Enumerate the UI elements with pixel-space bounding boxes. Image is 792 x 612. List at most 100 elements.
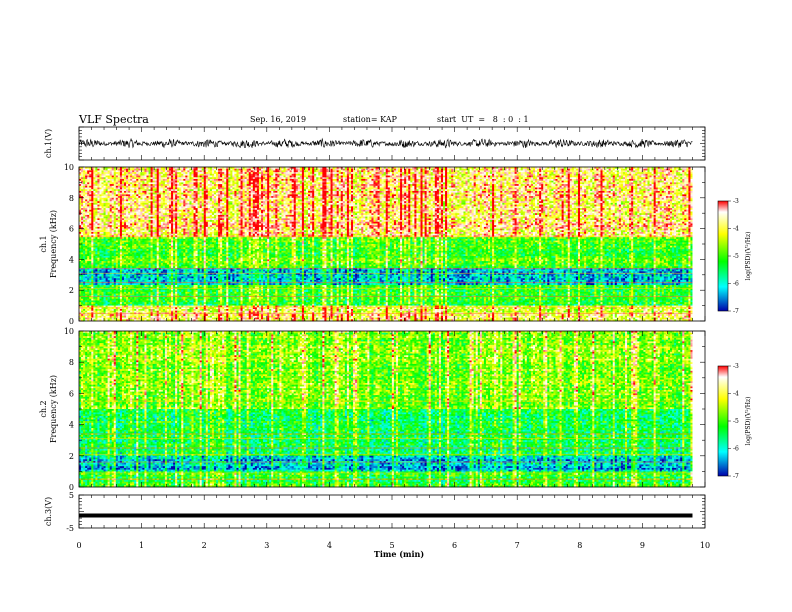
ch1-spectrogram-cell xyxy=(183,170,185,172)
ch1-spectrogram-cell xyxy=(574,169,576,171)
ch1-spectrogram-cell xyxy=(194,170,196,172)
ch1-spectrogram-cell xyxy=(488,169,490,171)
ch1-spectrogram-cell xyxy=(159,170,161,172)
ch1-spectrogram-cell xyxy=(549,169,551,171)
ch1-spectrogram-cell xyxy=(167,170,169,172)
ch1-spectrogram-cell xyxy=(635,169,637,171)
ch1-spectrogram-cell xyxy=(652,169,654,171)
ch1-spectrogram-cell xyxy=(130,169,132,171)
ch1-spectrogram-cell xyxy=(486,169,488,171)
ch1-spectrogram-cell xyxy=(257,169,259,171)
ch1-spectrogram-cell xyxy=(144,169,146,171)
ch1-spectrogram-cell xyxy=(619,169,621,171)
ch1-spectrogram-cell xyxy=(584,169,586,171)
ch1-spectrogram-cell xyxy=(474,169,476,171)
ch1-spectrogram-cell xyxy=(676,169,678,171)
ch1-spectrogram-cell xyxy=(151,170,153,172)
ch1-spectrogram-cell xyxy=(200,169,202,171)
ch1-spectrogram-cell xyxy=(592,169,594,171)
ch1-spectrogram-cell xyxy=(551,169,553,171)
ch1-spectrogram-cell xyxy=(196,170,198,172)
ch1-spectrogram-cell xyxy=(627,169,629,171)
ch1-spectrogram-cell xyxy=(427,169,429,171)
ch1-spectrogram-cell xyxy=(97,169,99,171)
ch1-spectrogram-cell xyxy=(104,170,106,172)
ch1-spectrogram-cell xyxy=(81,170,83,172)
ch1-spectrogram-cell xyxy=(558,169,560,171)
ch1-spectrogram-cell xyxy=(128,170,130,172)
ch1-spectrogram-cell xyxy=(126,170,128,172)
ch1-spectrogram-cell xyxy=(373,169,375,171)
ch1-spectrogram-cell xyxy=(234,169,236,171)
ch1-spectrogram-cell xyxy=(459,169,461,171)
ch1-spectrogram-cell xyxy=(398,169,400,171)
ch1-spectrogram-cell xyxy=(570,169,572,171)
ch1-spectrogram-cell xyxy=(206,169,208,171)
ch1-spectrogram-cell xyxy=(498,169,500,171)
ch1-spectrogram-cell xyxy=(198,170,200,172)
ch1-spectrogram-cell xyxy=(149,170,151,172)
ch1-spectrogram-cell xyxy=(564,169,566,171)
ch1-spectrogram-cell xyxy=(130,170,132,172)
ch1-spectrogram-cell xyxy=(132,169,134,171)
ch1-spectrogram-cell xyxy=(181,170,183,172)
ch1-spectrogram-cell xyxy=(629,169,631,171)
ch1-spectrogram-cell xyxy=(296,169,298,171)
ch1-spectrogram-cell xyxy=(138,170,140,172)
ch1-spectrogram-cell xyxy=(91,170,93,172)
ch1-spectrogram-cell xyxy=(382,169,384,171)
ch1-spectrogram-cell xyxy=(476,169,478,171)
ch1-spectrogram-cell xyxy=(163,169,165,171)
ch1-spectrogram-cell xyxy=(236,169,238,171)
ch1-spectrogram-cell xyxy=(547,169,549,171)
ch1-spectrogram-cell xyxy=(506,169,508,171)
ch1-spectrogram-cell xyxy=(116,169,118,171)
ch1-spectrogram-cell xyxy=(631,169,633,171)
ch1-spectrogram-cell xyxy=(639,169,641,171)
ch1-spectrogram-cell xyxy=(508,169,510,171)
ch1-spectrogram-cell xyxy=(132,170,134,172)
ch1-spectrogram-cell xyxy=(523,169,525,171)
ch1-spectrogram-cell xyxy=(521,169,523,171)
ch1-spectrogram-cell xyxy=(294,169,296,171)
ch1-spectrogram-cell xyxy=(267,169,269,171)
ch1-spectrogram-cell xyxy=(603,169,605,171)
ch1-spectrogram-cell xyxy=(247,169,249,171)
ch1-spectrogram-cell xyxy=(114,169,116,171)
ch1-spectrogram-cell xyxy=(151,169,153,171)
ch1-spectrogram-cell xyxy=(576,169,578,171)
ch1-spectrogram-cell xyxy=(302,169,304,171)
ch1-spectrogram-cell xyxy=(527,169,529,171)
ch1-spectrogram-cell xyxy=(191,170,193,172)
ch1-spectrogram-cell xyxy=(146,169,148,171)
ch1-spectrogram-cell xyxy=(371,169,373,171)
ch1-spectrogram-cell xyxy=(146,170,148,172)
ch1-spectrogram-cell xyxy=(300,169,302,171)
figure-date: Sep. 16, 2019 xyxy=(250,115,306,124)
ch1-spectrogram-cell xyxy=(519,169,521,171)
ch1-spectrogram-cell xyxy=(637,169,639,171)
ch1-spectrogram-cell xyxy=(312,169,314,171)
ch1-spectrogram-cell xyxy=(106,169,108,171)
ch1-spectrogram-cell xyxy=(414,169,416,171)
ch1-spectrogram-cell xyxy=(314,169,316,171)
ch1-spectrogram-cell xyxy=(447,169,449,171)
ch1-spectrogram-cell xyxy=(308,169,310,171)
ch1-spectrogram-cell xyxy=(461,169,463,171)
ch1-spectrogram-cell xyxy=(218,169,220,171)
ch1-spectrogram-cell xyxy=(93,170,95,172)
ch1-spectrogram-cell xyxy=(122,170,124,172)
ch1-spectrogram-cell xyxy=(525,169,527,171)
ch1-spectrogram-cell xyxy=(142,169,144,171)
ch1-spectrogram-cell xyxy=(239,169,241,171)
ch1-spectrogram-cell xyxy=(208,169,210,171)
ch1-spectrogram-cell xyxy=(394,169,396,171)
ch1-spectrogram-cell xyxy=(122,169,124,171)
ch1-spectrogram-cell xyxy=(175,169,177,171)
ch1-spectrogram-cell xyxy=(596,169,598,171)
ch1-spectrogram-cell xyxy=(365,169,367,171)
ch1-spectrogram-cell xyxy=(529,169,531,171)
ch1-spectrogram-cell xyxy=(400,169,402,171)
ch1-spectrogram-cell xyxy=(81,169,83,171)
ch1-waveform-ylabel: ch.1(V) xyxy=(44,129,53,158)
